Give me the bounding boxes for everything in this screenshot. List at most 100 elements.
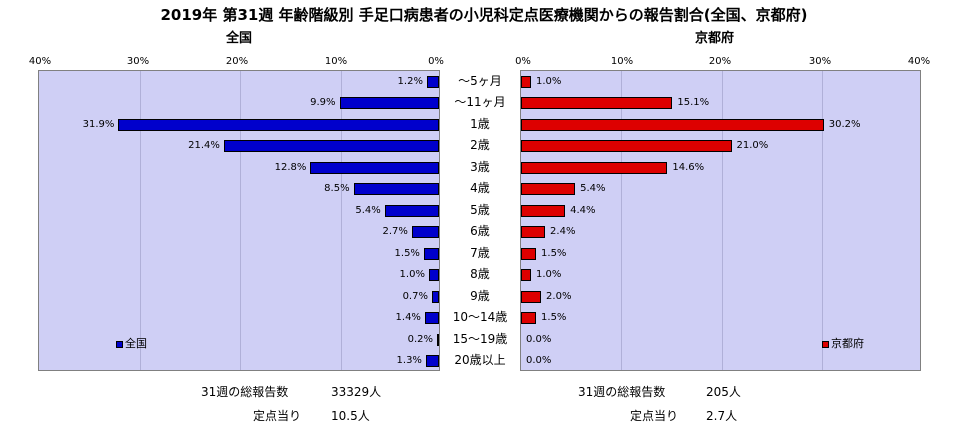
national-total-value: 33329人 (331, 385, 382, 399)
national-value-label: 5.4% (355, 204, 381, 216)
gridline (721, 71, 723, 370)
left-tick-label: 0% (428, 56, 444, 67)
national-value-label: 1.2% (397, 75, 423, 87)
kyoto-value-label: 30.2% (828, 118, 861, 130)
national-bar (339, 97, 439, 110)
national-value-label: 8.5% (324, 183, 350, 195)
age-category-label: 10～14歳 (452, 310, 508, 325)
kyoto-bar (521, 161, 668, 174)
kyoto-total-value: 205人 (706, 385, 741, 399)
national-bar (424, 312, 439, 325)
kyoto-value-label: 1.0% (536, 269, 562, 281)
right-tick-label: 0% (515, 56, 531, 67)
national-value-label: 1.5% (394, 247, 420, 259)
kyoto-bar (521, 204, 566, 217)
left-tick-label: 20% (225, 56, 249, 67)
kyoto-plot-area: 1.0% 15.1% 30.2% 21.0% 14.6% 5.4% 4.4% 2.4% 1.5%… (520, 70, 921, 371)
kyoto-bar (521, 97, 673, 110)
kyoto-bar (521, 140, 732, 153)
national-panel-title: 全国 (226, 31, 253, 46)
kyoto-value-label: 0.0% (526, 355, 552, 367)
kyoto-value-label: 2.4% (550, 226, 576, 238)
kyoto-value-label: 2.0% (546, 290, 572, 302)
kyoto-bar (521, 290, 542, 303)
kyoto-value-label: 5.4% (580, 183, 606, 195)
kyoto-total-label: 31週の総報告数 (578, 385, 666, 399)
kyoto-value-label: 0.0% (526, 333, 552, 345)
national-value-label: 1.3% (396, 355, 422, 367)
left-tick-label: 40% (28, 56, 52, 67)
kyoto-bar (521, 312, 537, 325)
age-category-label: 4歳 (470, 181, 490, 196)
age-category-label: 9歳 (470, 288, 490, 303)
national-value-label: 1.4% (395, 312, 421, 324)
right-tick-label: 20% (708, 56, 732, 67)
age-category-label: 20歳以上 (454, 353, 506, 368)
age-category-label: 2歳 (470, 138, 490, 153)
national-value-label: 2.7% (382, 226, 408, 238)
national-bar (425, 355, 439, 368)
kyoto-legend-swatch (822, 340, 829, 348)
national-per-site-value: 10.5人 (331, 409, 370, 423)
national-value-label: 31.9% (82, 118, 115, 130)
national-legend-label: 全国 (125, 337, 147, 350)
national-legend: 全国 (116, 335, 147, 351)
kyoto-bar (521, 118, 824, 131)
national-value-label: 0.7% (402, 290, 428, 302)
kyoto-panel-title: 京都府 (695, 31, 735, 46)
chart-title: 2019年 第31週 年齢階級別 手足口病患者の小児科定点医療機関からの報告割合… (160, 6, 808, 24)
national-bar (423, 247, 439, 260)
kyoto-value-label: 15.1% (677, 97, 710, 109)
gridline (621, 71, 623, 370)
kyoto-bar (521, 247, 537, 260)
age-category-label: 8歳 (470, 267, 490, 282)
age-category-label: 3歳 (470, 159, 490, 174)
national-value-label: 9.9% (310, 97, 336, 109)
kyoto-value-label: 4.4% (570, 204, 596, 216)
kyoto-bar (521, 75, 532, 88)
national-bar (353, 183, 439, 196)
national-legend-swatch (116, 340, 123, 348)
kyoto-legend: 京都府 (822, 335, 864, 351)
kyoto-value-label: 21.0% (736, 140, 769, 152)
gridline (821, 71, 823, 370)
kyoto-value-label: 1.5% (541, 312, 567, 324)
age-category-label: 7歳 (470, 245, 490, 260)
national-value-label: 0.2% (407, 333, 433, 345)
kyoto-value-label: 1.5% (541, 247, 567, 259)
age-category-label: ～11ヶ月 (454, 95, 506, 110)
kyoto-value-label: 14.6% (672, 161, 705, 173)
age-category-label: 15～19歳 (452, 331, 508, 346)
right-tick-label: 30% (808, 56, 832, 67)
national-plot-area: 1.2% 9.9% 31.9% 21.4% 12.8% 8.5% 5.4% 2.7% 1.5% 1… (38, 70, 440, 371)
kyoto-value-label: 1.0% (536, 75, 562, 87)
national-bar (310, 161, 439, 174)
kyoto-bar (521, 269, 532, 282)
national-per-site-label: 定点当り (253, 409, 302, 423)
kyoto-bar (521, 183, 576, 196)
national-bar (118, 118, 439, 131)
kyoto-legend-label: 京都府 (831, 337, 864, 350)
gridline (240, 71, 241, 370)
national-value-label: 12.8% (274, 161, 307, 173)
kyoto-bar (521, 226, 546, 239)
national-value-label: 1.0% (399, 269, 425, 281)
gridline (139, 71, 141, 370)
national-bar (411, 226, 439, 239)
national-bar (223, 140, 439, 153)
right-tick-label: 10% (610, 56, 634, 67)
kyoto-per-site-label: 定点当り (630, 409, 679, 423)
national-bar (426, 75, 439, 88)
national-value-label: 21.4% (188, 140, 220, 152)
national-bar (437, 333, 439, 346)
gridline (340, 71, 342, 370)
national-total-label: 31週の総報告数 (201, 385, 289, 399)
age-category-label: ～5ヶ月 (458, 73, 502, 88)
national-bar (431, 290, 439, 303)
left-tick-label: 10% (324, 56, 348, 67)
national-bar (384, 204, 439, 217)
age-category-label: 1歳 (470, 116, 490, 131)
age-category-label: 5歳 (470, 202, 490, 217)
national-bar (428, 269, 439, 282)
age-category-label: 6歳 (470, 224, 490, 239)
